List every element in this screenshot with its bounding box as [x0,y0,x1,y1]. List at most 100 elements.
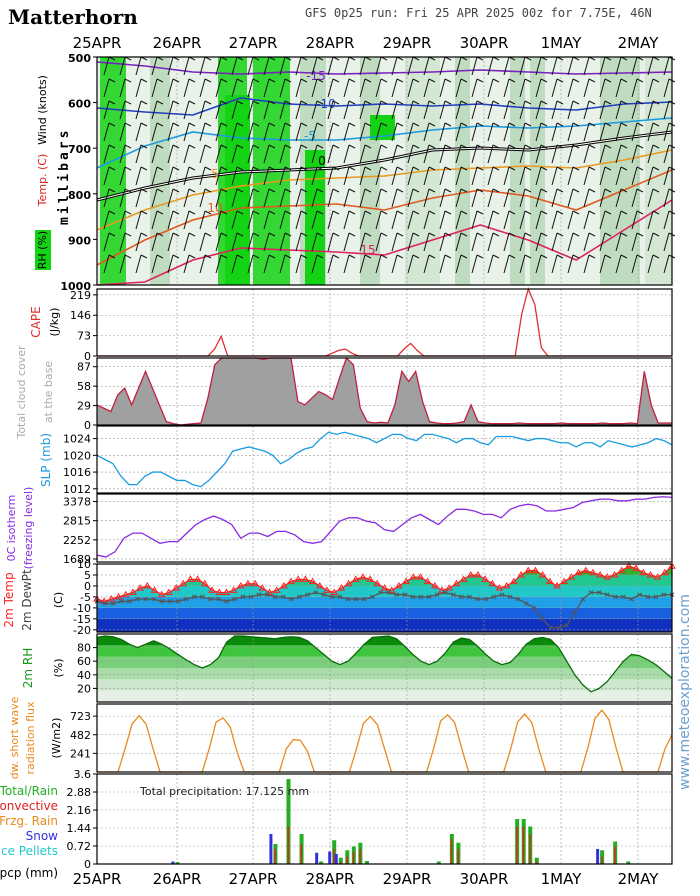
wind-barb [455,166,462,186]
wind-barb [508,188,516,193]
rain-bar [338,857,343,864]
temp-point [624,562,633,569]
wind-barb [135,78,142,98]
wind-barb [471,56,478,76]
tick-label: 1000 [60,280,91,293]
wind-barb [620,210,628,215]
wind-barb [508,166,516,171]
axis-label: millibars [57,128,72,225]
wind-barb [572,254,580,259]
isotherm-label: -5 [304,129,316,143]
wind-barb [556,144,564,149]
wind-barb [476,188,484,193]
wind-barb [348,210,356,215]
wind-barb [156,144,164,149]
temp-point [344,579,353,587]
wind-barb [599,232,606,252]
tick-label: 146 [70,309,91,322]
wind-barb [279,144,286,164]
temp-point [251,579,260,587]
axis-label: Wind (knots) [36,75,49,145]
wind-barb [428,232,436,237]
wind-barb [119,166,126,186]
wind-barb [620,188,628,193]
temp-point [373,579,382,587]
rh-band [97,690,672,702]
wind-barb [183,144,190,164]
wind-barb [439,56,446,76]
wind-barb [135,166,142,186]
snow-bar [315,852,319,864]
wind-barb [551,100,558,120]
wind-barb [327,56,334,76]
wind-barb [583,254,590,274]
wind-barb [348,78,356,83]
date-axis-top: 25APR 26APR 27APR 28APR 29APR 30APR 1MAY 2MAY [73,34,660,52]
wind-barb [636,210,644,215]
wind-barb [412,144,420,149]
dewpt-point [289,596,294,602]
wind-barb [391,254,398,274]
wind-barb [140,166,148,171]
rain-bar [534,857,539,864]
dewpt-point [604,592,610,598]
dewpt-point [442,590,448,595]
wind-barb [423,100,430,120]
wind-barb [316,232,324,237]
wind-barb [359,144,366,164]
wind-barb [231,100,238,120]
wind-barb [471,254,478,274]
wind-barb [348,122,356,127]
dewpt-point [329,594,335,600]
wind-barb [663,56,670,76]
wind-barb [423,122,430,142]
wind-barb [636,254,644,259]
dewpt-point [410,594,416,600]
wind-barb [263,56,270,76]
panel-frame [96,288,673,357]
wind-barb [300,78,308,83]
wind-barb [487,100,494,120]
watermark: www.meteoexploration.com [677,594,693,790]
temp-point [272,586,281,593]
wind-barb [343,56,350,76]
wind-barb [540,78,548,83]
temp-point [423,577,432,585]
wind-barb [295,254,302,274]
temp-point [265,588,274,596]
wind-barb [391,188,398,208]
wind-barb [428,122,436,127]
date-label-top: 25APR [73,34,122,52]
convective-bar [516,826,518,864]
wind-barb [284,254,292,259]
wind-barb [183,188,190,208]
wind-barb [599,122,606,142]
wind-barb [663,166,670,186]
isotherm-line [96,97,673,116]
axis-label: dw. short wave [8,696,21,779]
precip-legend-item: Ice Pellets [0,844,58,858]
wind-barb [199,122,206,142]
wind-barb [119,232,126,252]
wind-barb [455,56,462,76]
wind-barb [300,122,308,127]
wind-barb [647,254,654,274]
wind-barb [396,166,404,171]
wind-barb [631,56,638,76]
wind-barb [140,254,148,259]
wind-barb [364,166,372,171]
wind-barb [263,78,270,98]
wind-barb [220,144,228,149]
wind-barb [652,100,660,105]
tick-label: 2.16 [67,804,92,817]
wind-barb [396,122,404,127]
wind-barb [503,254,510,274]
wind-barb [508,122,516,127]
dewpt-point [305,592,310,598]
wind-barb [151,144,158,164]
wind-barb [252,232,260,237]
wind-barb [652,78,660,83]
wind-barb [236,122,244,127]
wind-barb [476,210,484,215]
